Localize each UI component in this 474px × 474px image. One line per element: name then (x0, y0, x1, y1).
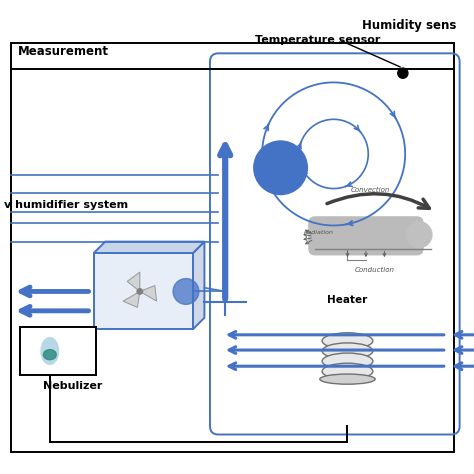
Circle shape (254, 141, 307, 194)
Bar (20, 327, 96, 375)
Polygon shape (140, 285, 156, 301)
Ellipse shape (41, 337, 59, 365)
Ellipse shape (322, 363, 373, 379)
Polygon shape (193, 242, 204, 329)
Text: Humidity sens: Humidity sens (362, 19, 456, 32)
Ellipse shape (44, 350, 56, 360)
Text: Radiation: Radiation (304, 230, 334, 235)
Circle shape (406, 222, 432, 247)
Polygon shape (123, 292, 140, 308)
Ellipse shape (322, 343, 373, 359)
Ellipse shape (322, 353, 373, 369)
Text: Heater: Heater (328, 295, 368, 305)
Polygon shape (94, 253, 193, 329)
Ellipse shape (320, 374, 375, 384)
Text: v humidifier system: v humidifier system (4, 200, 128, 210)
Bar (10, 43, 454, 452)
Ellipse shape (322, 333, 373, 349)
Polygon shape (94, 242, 204, 253)
Text: Nebulizer: Nebulizer (43, 381, 102, 391)
Text: Conduction: Conduction (355, 267, 395, 273)
Circle shape (398, 68, 408, 78)
Text: Measurement: Measurement (18, 46, 109, 58)
Circle shape (137, 289, 143, 294)
Text: Convection: Convection (351, 187, 390, 193)
FancyBboxPatch shape (308, 216, 424, 255)
Text: Temperature sensor: Temperature sensor (255, 35, 381, 45)
Circle shape (173, 279, 199, 304)
Polygon shape (127, 272, 140, 292)
